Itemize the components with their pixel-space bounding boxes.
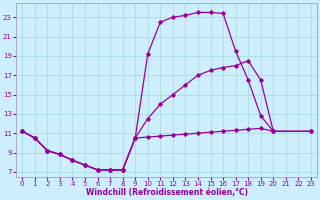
X-axis label: Windchill (Refroidissement éolien,°C): Windchill (Refroidissement éolien,°C)	[85, 188, 248, 197]
